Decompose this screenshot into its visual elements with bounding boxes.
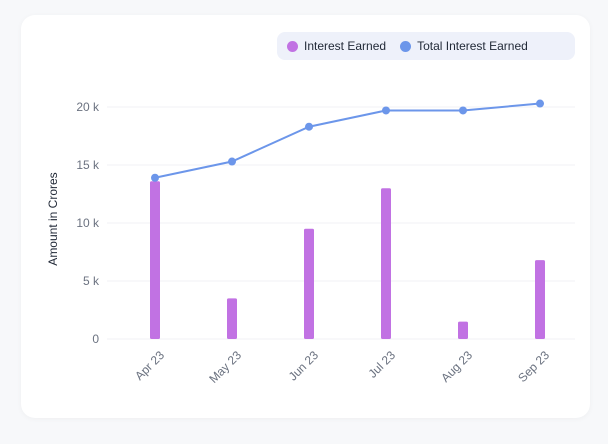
line-point [459, 106, 467, 115]
y-axis-label: Amount in Crores [46, 172, 60, 265]
bar [381, 188, 391, 339]
x-tick-label: Jul 23 [366, 348, 399, 381]
bar-series [150, 181, 545, 339]
line-point [382, 106, 390, 115]
y-axis-ticks: 0 5 k 10 k 15 k 20 k [76, 100, 100, 346]
legend-swatch-total-interest-earned [400, 40, 412, 52]
bar [227, 298, 237, 339]
chart-legend: Interest Earned Total Interest Earned [277, 32, 575, 60]
line-series [151, 99, 544, 182]
line-point [305, 122, 313, 131]
x-tick-label: Jun 23 [286, 348, 322, 384]
series-line [154, 102, 541, 179]
bar [304, 228, 314, 339]
line-point [228, 157, 236, 166]
x-axis-ticks: Apr 23 May 23 Jun 23 Jul 23 Aug 23 Sep 23 [132, 348, 552, 386]
grid-lines [107, 106, 575, 340]
y-tick-label: 0 [92, 332, 99, 346]
legend-item-total-interest-earned[interactable]: Total Interest Earned [400, 39, 528, 53]
line-point [151, 173, 159, 182]
legend-label-interest-earned: Interest Earned [304, 39, 387, 53]
legend-label-total-interest-earned: Total Interest Earned [417, 39, 528, 53]
legend-item-interest-earned[interactable]: Interest Earned [287, 39, 386, 53]
bar [150, 181, 160, 339]
line-point [536, 99, 544, 108]
bar [535, 260, 545, 339]
y-tick-label: 10 k [76, 216, 100, 230]
x-tick-label: Apr 23 [132, 348, 167, 383]
y-tick-label: 15 k [76, 158, 100, 172]
bar [458, 321, 468, 339]
x-tick-label: Aug 23 [438, 348, 475, 385]
y-tick-label: 5 k [83, 274, 100, 288]
y-tick-label: 20 k [76, 100, 100, 114]
x-tick-label: Sep 23 [515, 348, 552, 385]
x-tick-label: May 23 [206, 348, 244, 386]
legend-swatch-interest-earned [287, 40, 298, 52]
chart-card [21, 15, 590, 418]
